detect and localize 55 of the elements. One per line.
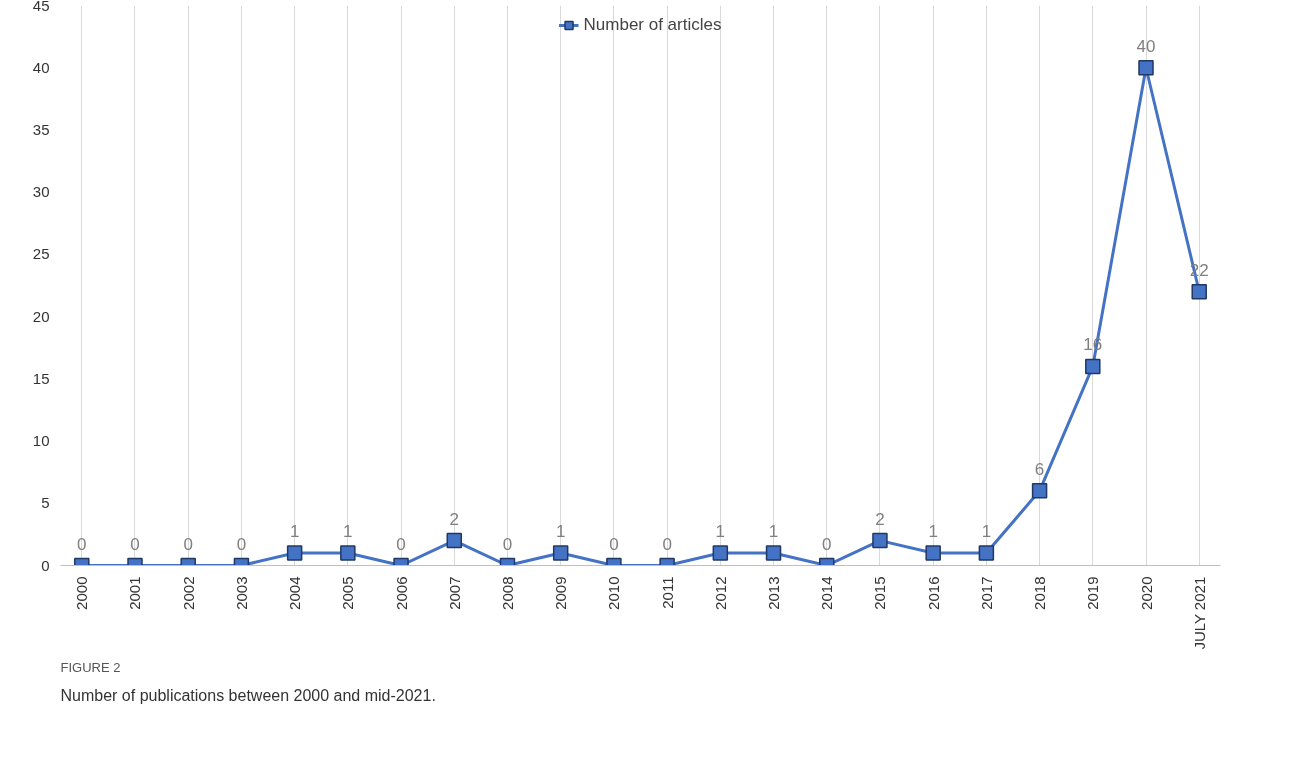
data-label: 0	[77, 534, 87, 554]
data-label: 1	[289, 522, 300, 542]
x-tick-label: 2000	[73, 576, 91, 610]
data-label: 6	[1034, 459, 1045, 479]
x-tick-label: 2020	[1137, 576, 1155, 610]
data-label: 0	[502, 534, 513, 554]
y-tick-label: 0	[41, 556, 50, 574]
data-label: 40	[1136, 36, 1156, 56]
data-label: 0	[236, 534, 247, 554]
x-tick-label: 2005	[339, 576, 357, 610]
legend-label: Number of articles	[583, 15, 722, 35]
caption: FIGURE 2	[60, 659, 121, 675]
x-tick-label: 2009	[552, 576, 570, 610]
x-tick-label: 2016	[924, 576, 942, 610]
data-label: 1	[343, 522, 353, 542]
y-tick-label: 35	[32, 120, 50, 138]
y-tick-label: 20	[32, 307, 50, 325]
y-tick-label: 15	[32, 369, 50, 387]
x-tick-label: 2003	[232, 576, 250, 610]
y-tick-label: 45	[32, 0, 50, 14]
data-label: 0	[822, 534, 832, 554]
x-tick-label: 2007	[445, 576, 463, 610]
y-tick-label: 40	[32, 58, 50, 76]
data-label: 2	[875, 509, 885, 529]
data-label: 1	[555, 522, 566, 542]
y-tick-label: 10	[32, 432, 50, 450]
x-tick-label: 2001	[126, 576, 144, 610]
y-tick-label: 30	[32, 183, 50, 201]
x-tick-label: 2006	[392, 576, 410, 610]
x-tick-label: 2011	[658, 576, 676, 609]
x-tick-label: 2008	[498, 576, 516, 610]
x-tick-label: 2004	[286, 576, 304, 610]
data-label: 1	[768, 522, 779, 542]
data-label: 0	[183, 534, 193, 554]
x-tick-label: 2017	[977, 576, 995, 610]
data-label: 0	[662, 534, 672, 554]
data-label: 2	[449, 509, 459, 529]
x-tick-label: 2014	[818, 576, 836, 610]
x-tick-label: JULY 2021	[1190, 576, 1208, 650]
x-tick-label: 2015	[871, 576, 889, 610]
data-label: 1	[981, 522, 992, 542]
y-tick-label: 25	[32, 245, 50, 263]
y-tick-label: 5	[41, 494, 50, 512]
x-tick-label: 2002	[179, 576, 197, 610]
x-tick-label: 2013	[765, 576, 783, 610]
data-label: 1	[928, 522, 938, 542]
data-label: 0	[609, 534, 619, 554]
x-tick-label: 2012	[711, 576, 729, 610]
x-tick-label: 2010	[605, 576, 623, 610]
data-label: 1	[715, 522, 726, 542]
x-tick-label: 2018	[1031, 576, 1049, 610]
data-label: 0	[130, 534, 140, 554]
text: Number of publications between 2000 and mid-2021.	[60, 686, 436, 704]
data-label: 0	[396, 534, 406, 554]
x-tick-label: 2019	[1084, 576, 1102, 610]
